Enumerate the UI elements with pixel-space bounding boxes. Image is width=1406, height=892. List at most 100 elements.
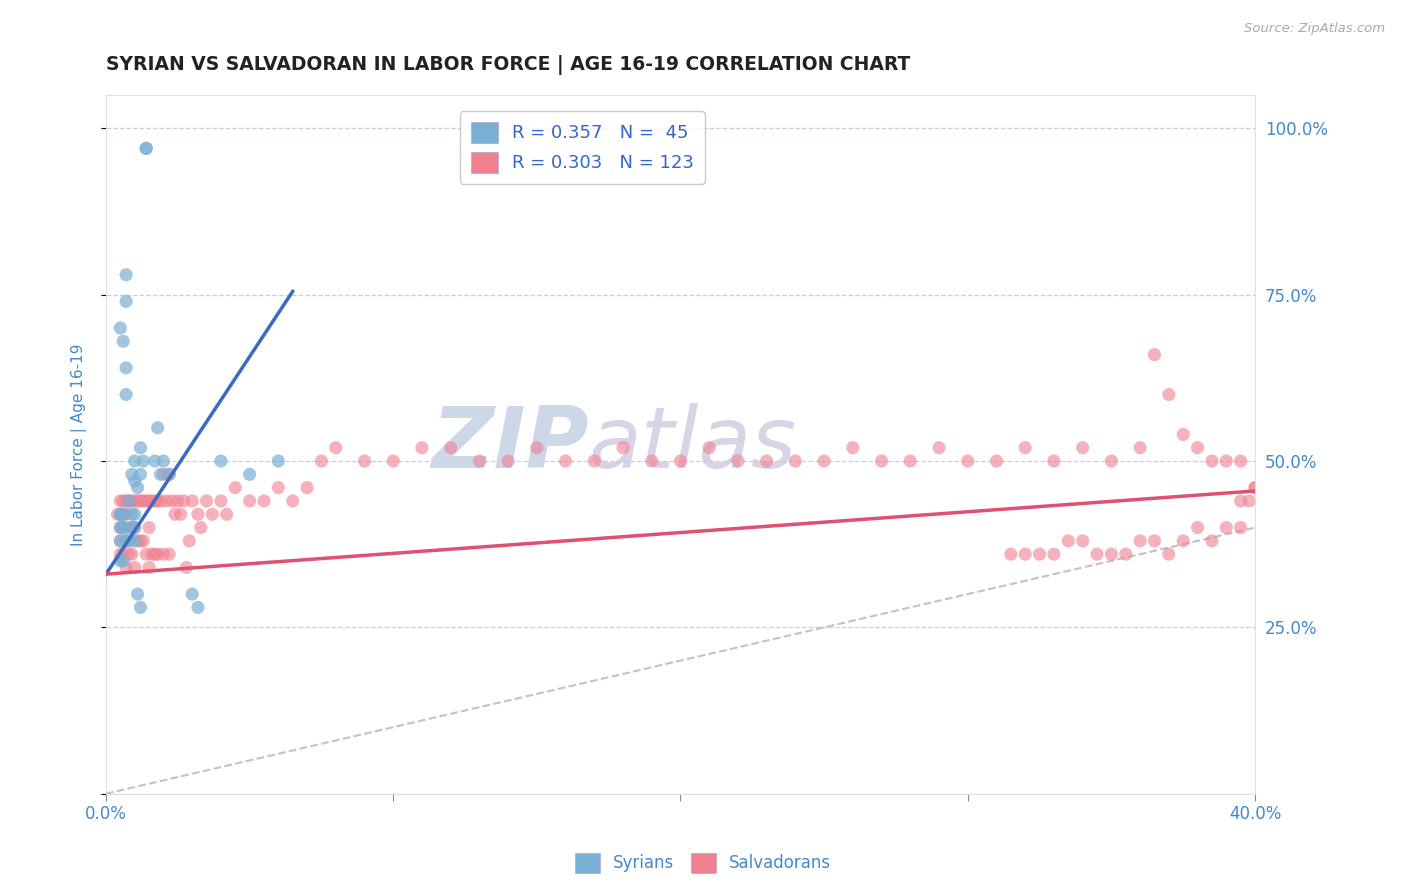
Text: SYRIAN VS SALVADORAN IN LABOR FORCE | AGE 16-19 CORRELATION CHART: SYRIAN VS SALVADORAN IN LABOR FORCE | AG… <box>105 55 910 75</box>
Point <box>115 533 138 548</box>
Point <box>1229 520 1251 534</box>
Point <box>132 494 155 508</box>
Point <box>1187 441 1209 455</box>
Point <box>641 454 664 468</box>
Point <box>112 520 135 534</box>
Point <box>118 494 141 508</box>
Point <box>170 508 193 522</box>
Point <box>1173 533 1195 548</box>
Point <box>132 533 155 548</box>
Point <box>138 520 160 534</box>
Point <box>187 508 209 522</box>
Point <box>129 533 152 548</box>
Point <box>1187 520 1209 534</box>
Point <box>1043 547 1066 561</box>
Point <box>124 508 146 522</box>
Point <box>468 454 491 468</box>
Point <box>121 494 143 508</box>
Point <box>132 454 155 468</box>
Point <box>118 494 141 508</box>
Point <box>124 474 146 488</box>
Point <box>138 560 160 574</box>
Point <box>143 494 166 508</box>
Point <box>115 360 138 375</box>
Point <box>135 547 157 561</box>
Point <box>110 533 132 548</box>
Point <box>612 441 634 455</box>
Point <box>842 441 865 455</box>
Point <box>727 454 749 468</box>
Point <box>1071 533 1094 548</box>
Legend: Syrians, Salvadorans: Syrians, Salvadorans <box>568 847 838 880</box>
Point <box>152 454 174 468</box>
Point <box>129 494 152 508</box>
Point <box>110 533 132 548</box>
Point <box>115 387 138 401</box>
Point <box>129 441 152 455</box>
Point <box>1229 454 1251 468</box>
Point <box>115 268 138 282</box>
Point <box>112 334 135 349</box>
Point <box>152 547 174 561</box>
Point <box>1071 441 1094 455</box>
Text: atlas: atlas <box>589 403 797 486</box>
Point <box>1239 494 1261 508</box>
Point <box>956 454 979 468</box>
Point <box>141 547 163 561</box>
Point <box>112 508 135 522</box>
Legend: R = 0.357   N =  45, R = 0.303   N = 123: R = 0.357 N = 45, R = 0.303 N = 123 <box>460 112 704 184</box>
Point <box>146 547 169 561</box>
Point <box>1129 533 1152 548</box>
Point <box>115 508 138 522</box>
Point <box>115 533 138 548</box>
Point <box>115 533 138 548</box>
Y-axis label: In Labor Force | Age 16-19: In Labor Force | Age 16-19 <box>72 343 87 546</box>
Point <box>135 494 157 508</box>
Point <box>440 441 463 455</box>
Point <box>1229 494 1251 508</box>
Point <box>129 600 152 615</box>
Point <box>146 494 169 508</box>
Point <box>325 441 347 455</box>
Point <box>163 508 186 522</box>
Point <box>253 494 276 508</box>
Point <box>112 554 135 568</box>
Point <box>118 547 141 561</box>
Point <box>115 294 138 309</box>
Point <box>526 441 548 455</box>
Point <box>107 508 129 522</box>
Text: ZIP: ZIP <box>432 403 589 486</box>
Point <box>129 467 152 482</box>
Point <box>121 467 143 482</box>
Point <box>173 494 195 508</box>
Point <box>1215 454 1237 468</box>
Point <box>986 454 1008 468</box>
Point <box>1014 547 1036 561</box>
Point <box>209 454 232 468</box>
Point <box>1173 427 1195 442</box>
Point <box>135 141 157 155</box>
Point <box>1157 547 1180 561</box>
Point <box>1099 454 1122 468</box>
Point <box>124 533 146 548</box>
Point <box>118 520 141 534</box>
Point <box>179 533 201 548</box>
Point <box>201 508 224 522</box>
Point <box>190 520 212 534</box>
Point <box>110 321 132 335</box>
Point <box>112 520 135 534</box>
Point <box>112 547 135 561</box>
Point <box>124 560 146 574</box>
Point <box>209 494 232 508</box>
Point <box>166 494 188 508</box>
Point <box>110 520 132 534</box>
Point <box>281 494 304 508</box>
Point <box>112 520 135 534</box>
Point <box>496 454 519 468</box>
Point <box>127 533 149 548</box>
Point <box>785 454 807 468</box>
Point <box>1115 547 1137 561</box>
Point <box>224 481 246 495</box>
Point <box>870 454 893 468</box>
Point <box>1014 441 1036 455</box>
